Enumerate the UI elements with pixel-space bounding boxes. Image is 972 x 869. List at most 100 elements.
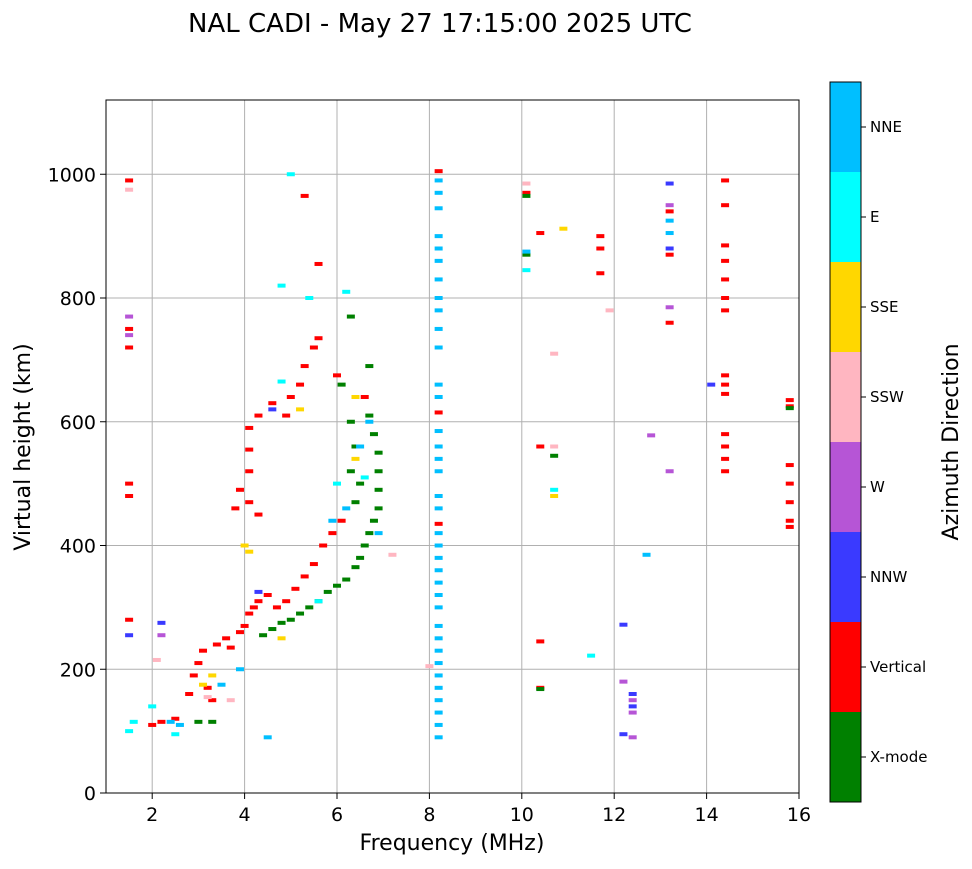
- data-point-vertical: [434, 169, 443, 174]
- data-point-nne: [434, 636, 443, 641]
- data-point-x-mode: [785, 406, 794, 411]
- data-point-e: [342, 289, 351, 294]
- data-point-w: [125, 314, 134, 319]
- data-point-vertical: [721, 243, 730, 248]
- data-point-x-mode: [208, 719, 217, 724]
- data-point-e: [171, 732, 180, 737]
- data-point-vertical: [536, 444, 545, 449]
- data-point-vertical: [245, 447, 254, 452]
- data-point-nne: [434, 382, 443, 387]
- data-point-x-mode: [286, 617, 295, 622]
- x-tick-label: 14: [695, 804, 719, 826]
- data-point-e: [129, 719, 138, 724]
- data-point-x-mode: [374, 506, 383, 511]
- x-axis-label: Frequency (MHz): [360, 831, 545, 856]
- data-point-vertical: [208, 698, 217, 703]
- data-point-nne: [263, 735, 272, 740]
- data-point-vertical: [785, 463, 794, 468]
- data-point-e: [314, 599, 323, 604]
- data-point-nne: [434, 605, 443, 610]
- x-tick-label: 8: [423, 804, 435, 826]
- y-axis-ticks: 0 200 400 600 800 1000: [48, 164, 106, 805]
- colorbar-label: SSW: [870, 388, 904, 406]
- data-point-nne: [665, 218, 674, 223]
- data-point-vertical: [203, 685, 212, 690]
- data-point-nnw: [628, 692, 637, 696]
- data-point-vertical: [309, 345, 318, 350]
- data-point-ssw: [425, 664, 434, 669]
- data-point-nne: [434, 308, 443, 313]
- colorbar-title: Azimuth Direction: [939, 343, 964, 540]
- x-tick-label: 2: [146, 804, 158, 826]
- data-point-e: [333, 481, 341, 486]
- data-point-w: [665, 469, 674, 474]
- y-tick-label: 600: [60, 412, 96, 434]
- colorbar-frame: [829, 81, 862, 803]
- data-point-w: [157, 633, 166, 638]
- colorbar-segment: [830, 172, 861, 262]
- plot-area-frame: [105, 99, 800, 794]
- data-point-vertical: [721, 258, 730, 263]
- data-point-vertical: [185, 692, 194, 696]
- data-point-vertical: [721, 382, 730, 387]
- data-point-e: [277, 379, 286, 384]
- data-point-vertical: [296, 382, 305, 387]
- data-point-vertical: [148, 722, 157, 727]
- data-point-nne: [434, 593, 443, 597]
- data-point-x-mode: [374, 469, 383, 474]
- data-point-nnw: [254, 589, 263, 594]
- data-point-nne: [342, 506, 351, 511]
- data-point-nne: [434, 722, 443, 727]
- data-point-vertical: [314, 261, 323, 266]
- data-point-vertical: [171, 716, 180, 721]
- chart-title: NAL CADI - May 27 17:15:00 2025 UTC: [188, 9, 692, 39]
- data-point-vertical: [721, 277, 730, 282]
- data-point-vertical: [268, 401, 277, 406]
- data-point-vertical: [434, 410, 443, 415]
- colorbar-label: X-mode: [870, 748, 927, 766]
- data-point-nne: [434, 580, 443, 585]
- data-point-x-mode: [550, 453, 559, 458]
- data-point-e: [360, 475, 369, 480]
- data-point-x-mode: [365, 364, 374, 369]
- data-point-x-mode: [268, 627, 277, 632]
- data-point-nne: [434, 648, 443, 653]
- x-tick-label: 12: [602, 804, 626, 826]
- colorbar-label: Vertical: [870, 658, 926, 676]
- data-point-nnw: [707, 382, 716, 387]
- data-point-nne: [374, 531, 383, 536]
- data-point-vertical: [665, 252, 674, 257]
- data-point-vertical: [226, 645, 235, 650]
- data-point-vertical: [125, 178, 134, 183]
- data-point-ssw: [152, 657, 161, 662]
- data-point-vertical: [263, 593, 272, 597]
- data-point-vertical: [194, 661, 203, 666]
- data-point-vertical: [125, 326, 134, 331]
- data-point-nne: [522, 249, 531, 254]
- data-point-ssw: [550, 351, 559, 356]
- data-point-vertical: [125, 617, 134, 622]
- data-points: [125, 169, 794, 740]
- data-point-e: [125, 729, 134, 734]
- data-point-sse: [245, 549, 254, 554]
- data-point-x-mode: [356, 481, 365, 486]
- data-point-x-mode: [374, 487, 383, 492]
- data-point-sse: [351, 456, 360, 461]
- azimuth-colorbar: X-mode Vertical NNW W SSW SSE E NNE: [829, 81, 927, 803]
- data-point-sse: [277, 636, 286, 641]
- data-point-vertical: [125, 481, 134, 486]
- data-point-x-mode: [346, 314, 355, 319]
- data-point-w: [125, 333, 134, 338]
- data-point-nne: [434, 234, 443, 239]
- data-point-vertical: [199, 648, 208, 653]
- data-point-vertical: [254, 599, 263, 604]
- data-point-x-mode: [296, 611, 305, 616]
- data-point-vertical: [522, 190, 531, 195]
- data-point-vertical: [721, 432, 730, 437]
- colorbar-segment: [830, 352, 861, 442]
- data-point-x-mode: [194, 719, 203, 724]
- data-point-nne: [217, 682, 226, 687]
- x-tick-label: 4: [239, 804, 251, 826]
- data-point-vertical: [721, 373, 730, 378]
- data-point-nne: [434, 469, 443, 474]
